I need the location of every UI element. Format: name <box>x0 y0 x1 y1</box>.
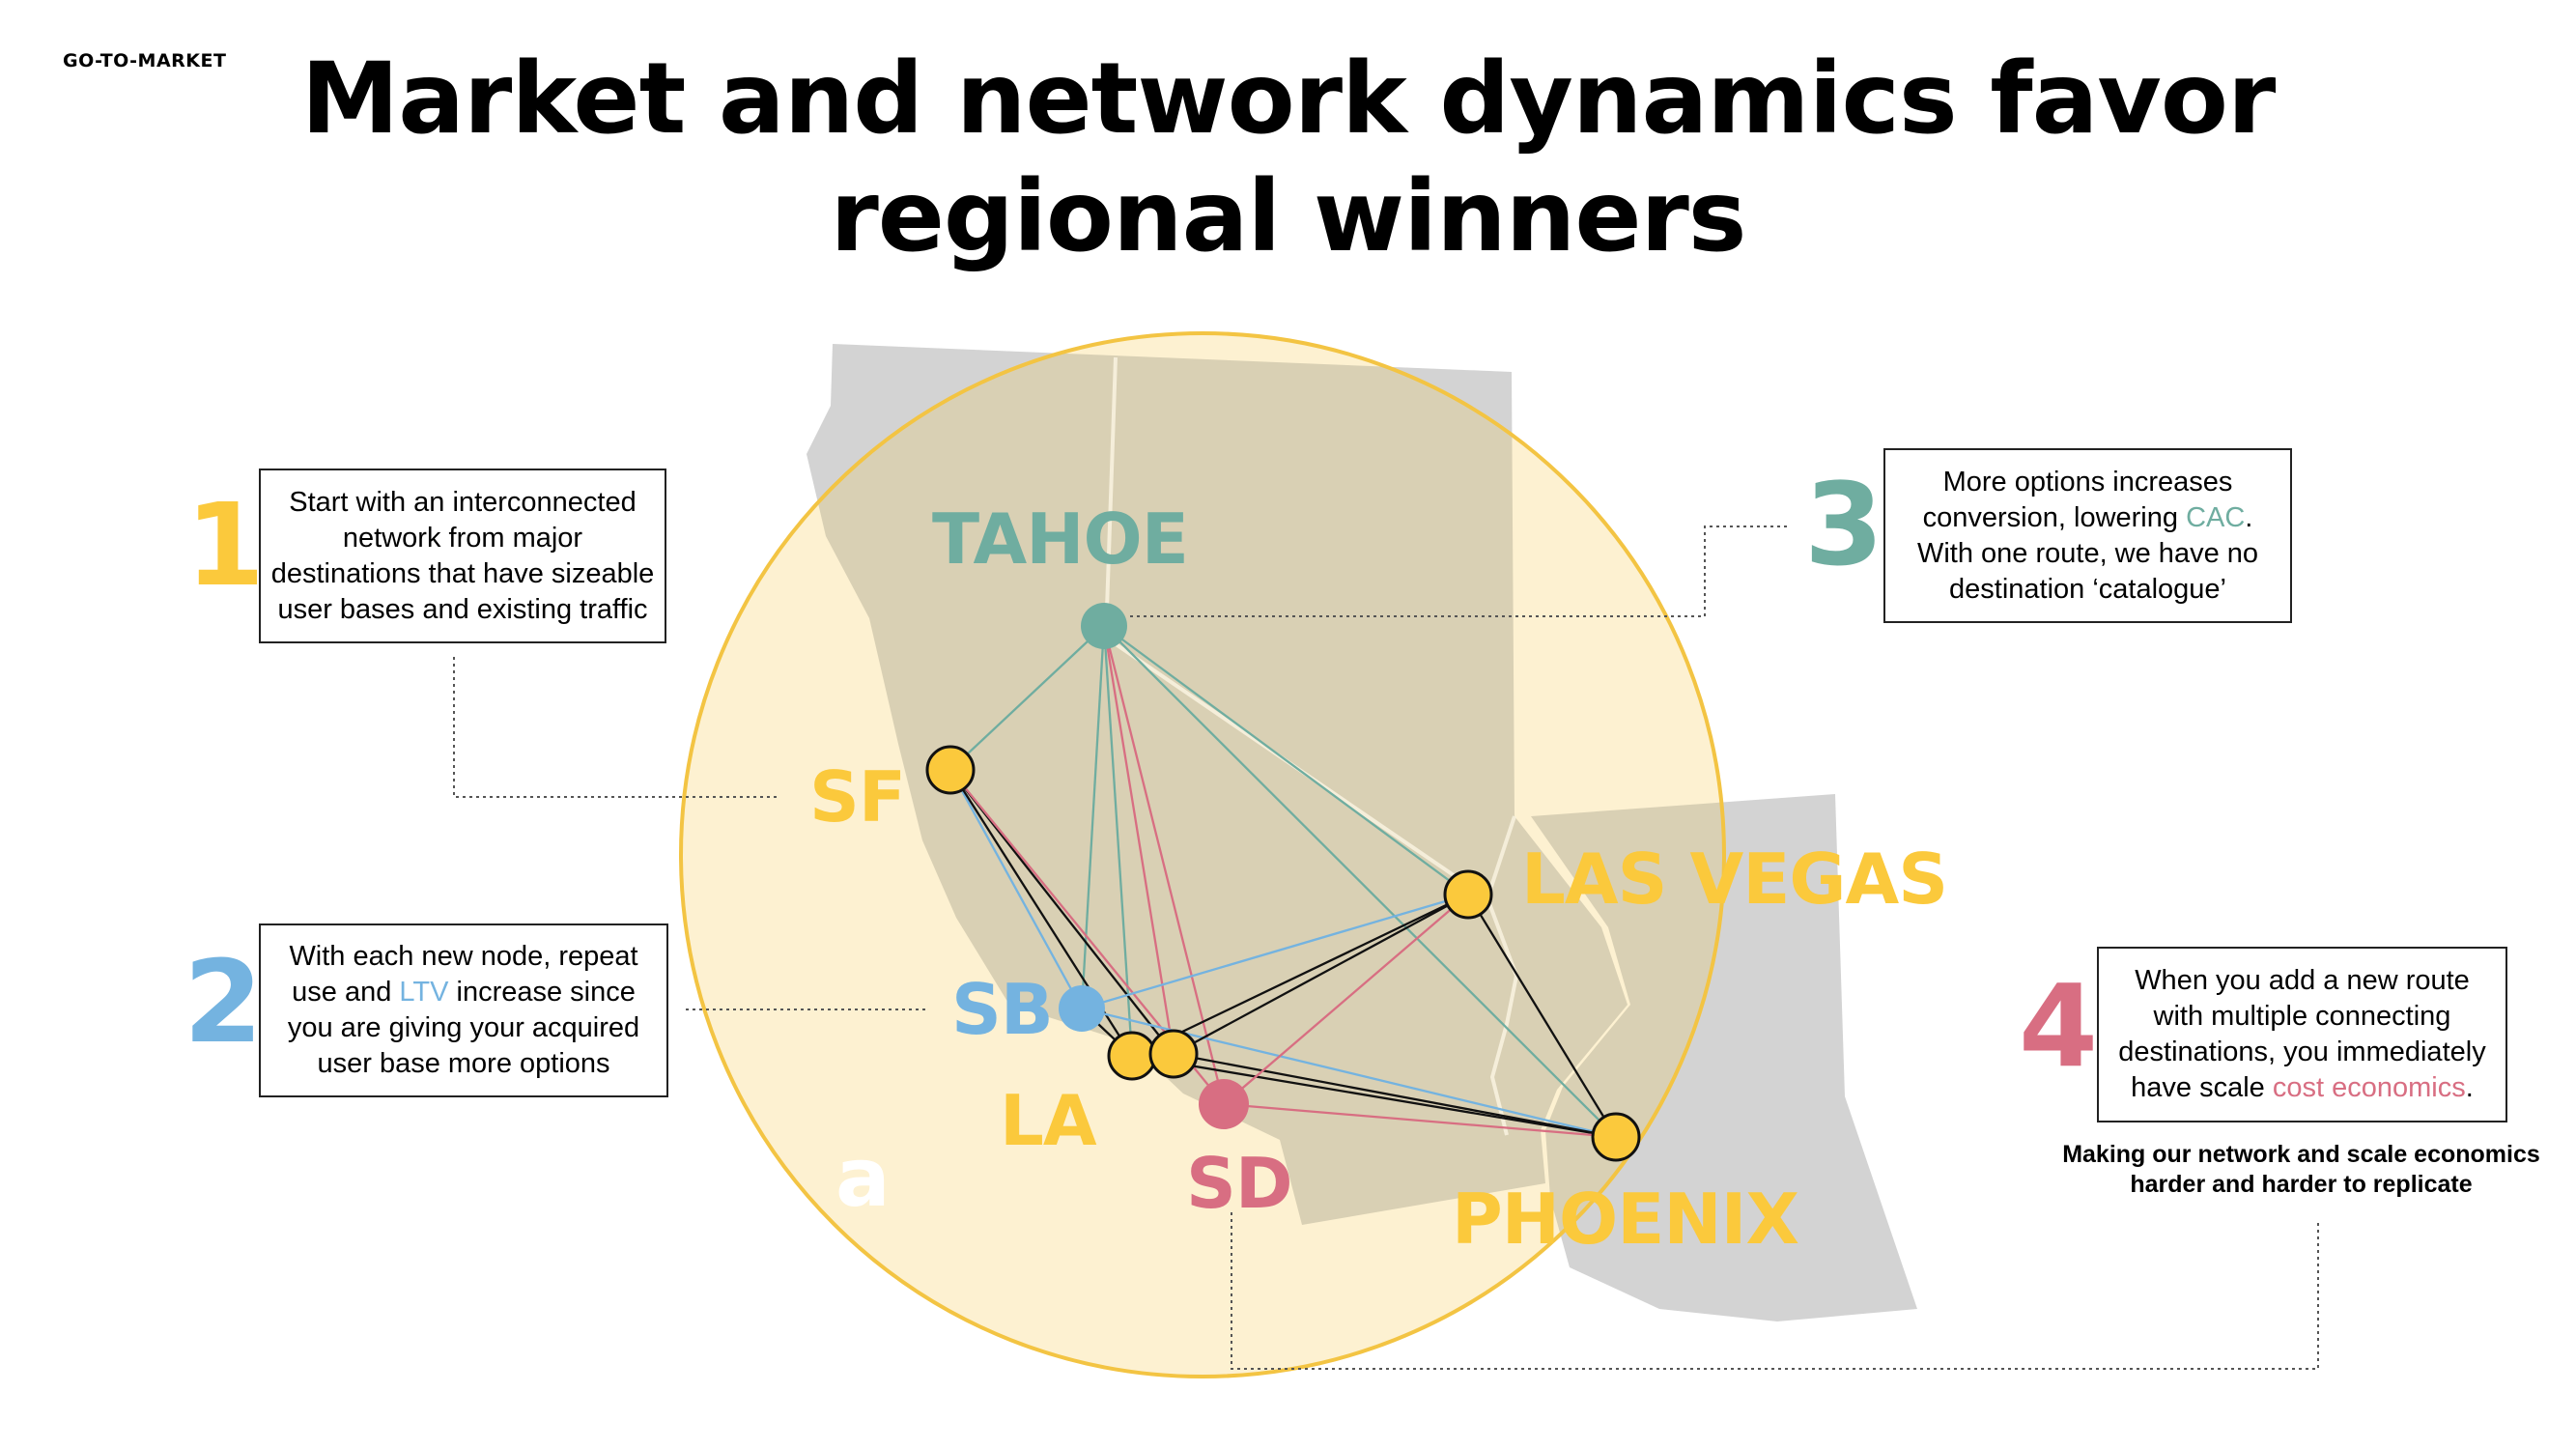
route-la2-phoenix <box>1173 1052 1617 1139</box>
footnote: Making our network and scale economics h… <box>2062 1141 2540 1198</box>
point-text-4-before: When you add a new route with multiple c… <box>2118 965 2486 1103</box>
point-text-4-after: . <box>2465 1072 2474 1103</box>
city-label-sd: SD <box>1186 1143 1293 1224</box>
node-sd <box>1199 1079 1249 1129</box>
cost-economics-highlight: cost economics <box>2272 1072 2466 1103</box>
ltv-highlight: LTV <box>399 977 449 1008</box>
point-text-2-after: increase since you are giving your acqui… <box>287 977 640 1079</box>
nv-az-border <box>1486 815 1516 899</box>
route-tahoe-vegas <box>1103 625 1469 895</box>
city-label-la: LA <box>1000 1080 1097 1161</box>
route-sf-la2 <box>949 769 1175 1055</box>
connector-3 <box>1130 526 1787 617</box>
route-tahoe-phoenix <box>1103 625 1617 1138</box>
region-circle-outline <box>679 331 1726 1378</box>
node-sf <box>925 745 976 795</box>
route-tahoe-la1 <box>1102 625 1134 1057</box>
route-tahoe-sf <box>949 625 1105 771</box>
point-text-3-before: More options increases conversion, lower… <box>1922 466 2233 533</box>
dotted-connectors <box>453 526 2319 1370</box>
route-la1-vegas <box>1131 893 1469 1058</box>
point-text-2-before: With each new node, repeat use and <box>289 941 638 1008</box>
page-title: Market and network dynamics favor region… <box>0 41 2576 276</box>
cac-highlight: CAC <box>2186 501 2246 533</box>
node-vegas <box>1443 869 1493 920</box>
point-box-1: Start with an interconnected network fro… <box>259 469 666 643</box>
route-sf-sb <box>948 769 1084 1009</box>
point-box-3: More options increases conversion, lower… <box>1883 448 2292 623</box>
network-nodes <box>925 603 1641 1162</box>
section-label: GO-TO-MARKET <box>63 50 227 71</box>
point-text-2: With each new node, repeat use and LTV i… <box>270 939 657 1082</box>
route-tahoe-la2 <box>1102 625 1175 1055</box>
point-box-2: With each new node, repeat use and LTV i… <box>259 923 668 1097</box>
route-sb-vegas <box>1081 893 1469 1010</box>
node-phoenix <box>1591 1112 1641 1162</box>
node-tahoe <box>1081 603 1127 649</box>
title-line-1: Market and network dynamics favor <box>300 42 2277 156</box>
node-la1 <box>1107 1031 1157 1081</box>
brand-mark: a <box>835 1130 891 1225</box>
route-sd-phoenix <box>1223 1102 1617 1139</box>
city-label-sb: SB <box>951 969 1054 1050</box>
point-number-1: 1 <box>185 478 266 611</box>
point-text-3: More options increases conversion, lower… <box>1895 465 2280 608</box>
point-number-2: 2 <box>184 935 264 1068</box>
route-la1-phoenix <box>1131 1054 1617 1139</box>
point-text-4: When you add a new route with multiple c… <box>2109 963 2496 1106</box>
point-text-3-after: . With one route, we have no destination… <box>1916 501 2259 605</box>
point-number-4: 4 <box>2019 959 2099 1093</box>
point-text-1: Start with an interconnected network fro… <box>270 486 655 625</box>
point-box-4: When you add a new route with multiple c… <box>2097 947 2507 1122</box>
route-vegas-phoenix <box>1467 894 1617 1138</box>
route-tahoe-sd <box>1102 625 1226 1105</box>
node-sb <box>1059 985 1105 1032</box>
title-line-2: regional winners <box>830 159 1746 274</box>
city-label-tahoe: TAHOE <box>932 498 1189 580</box>
california-nevada-inner-shape <box>807 344 1628 1225</box>
route-sd-vegas <box>1223 894 1469 1105</box>
route-la2-vegas <box>1173 893 1469 1056</box>
point-number-3: 3 <box>1804 458 1884 591</box>
city-label-phoenix: PHOENIX <box>1452 1179 1799 1260</box>
city-label-sf: SF <box>809 756 906 838</box>
node-la2 <box>1148 1029 1199 1079</box>
route-tahoe-sb <box>1080 625 1106 1009</box>
city-label-las-vegas: LAS VEGAS <box>1521 838 1948 920</box>
